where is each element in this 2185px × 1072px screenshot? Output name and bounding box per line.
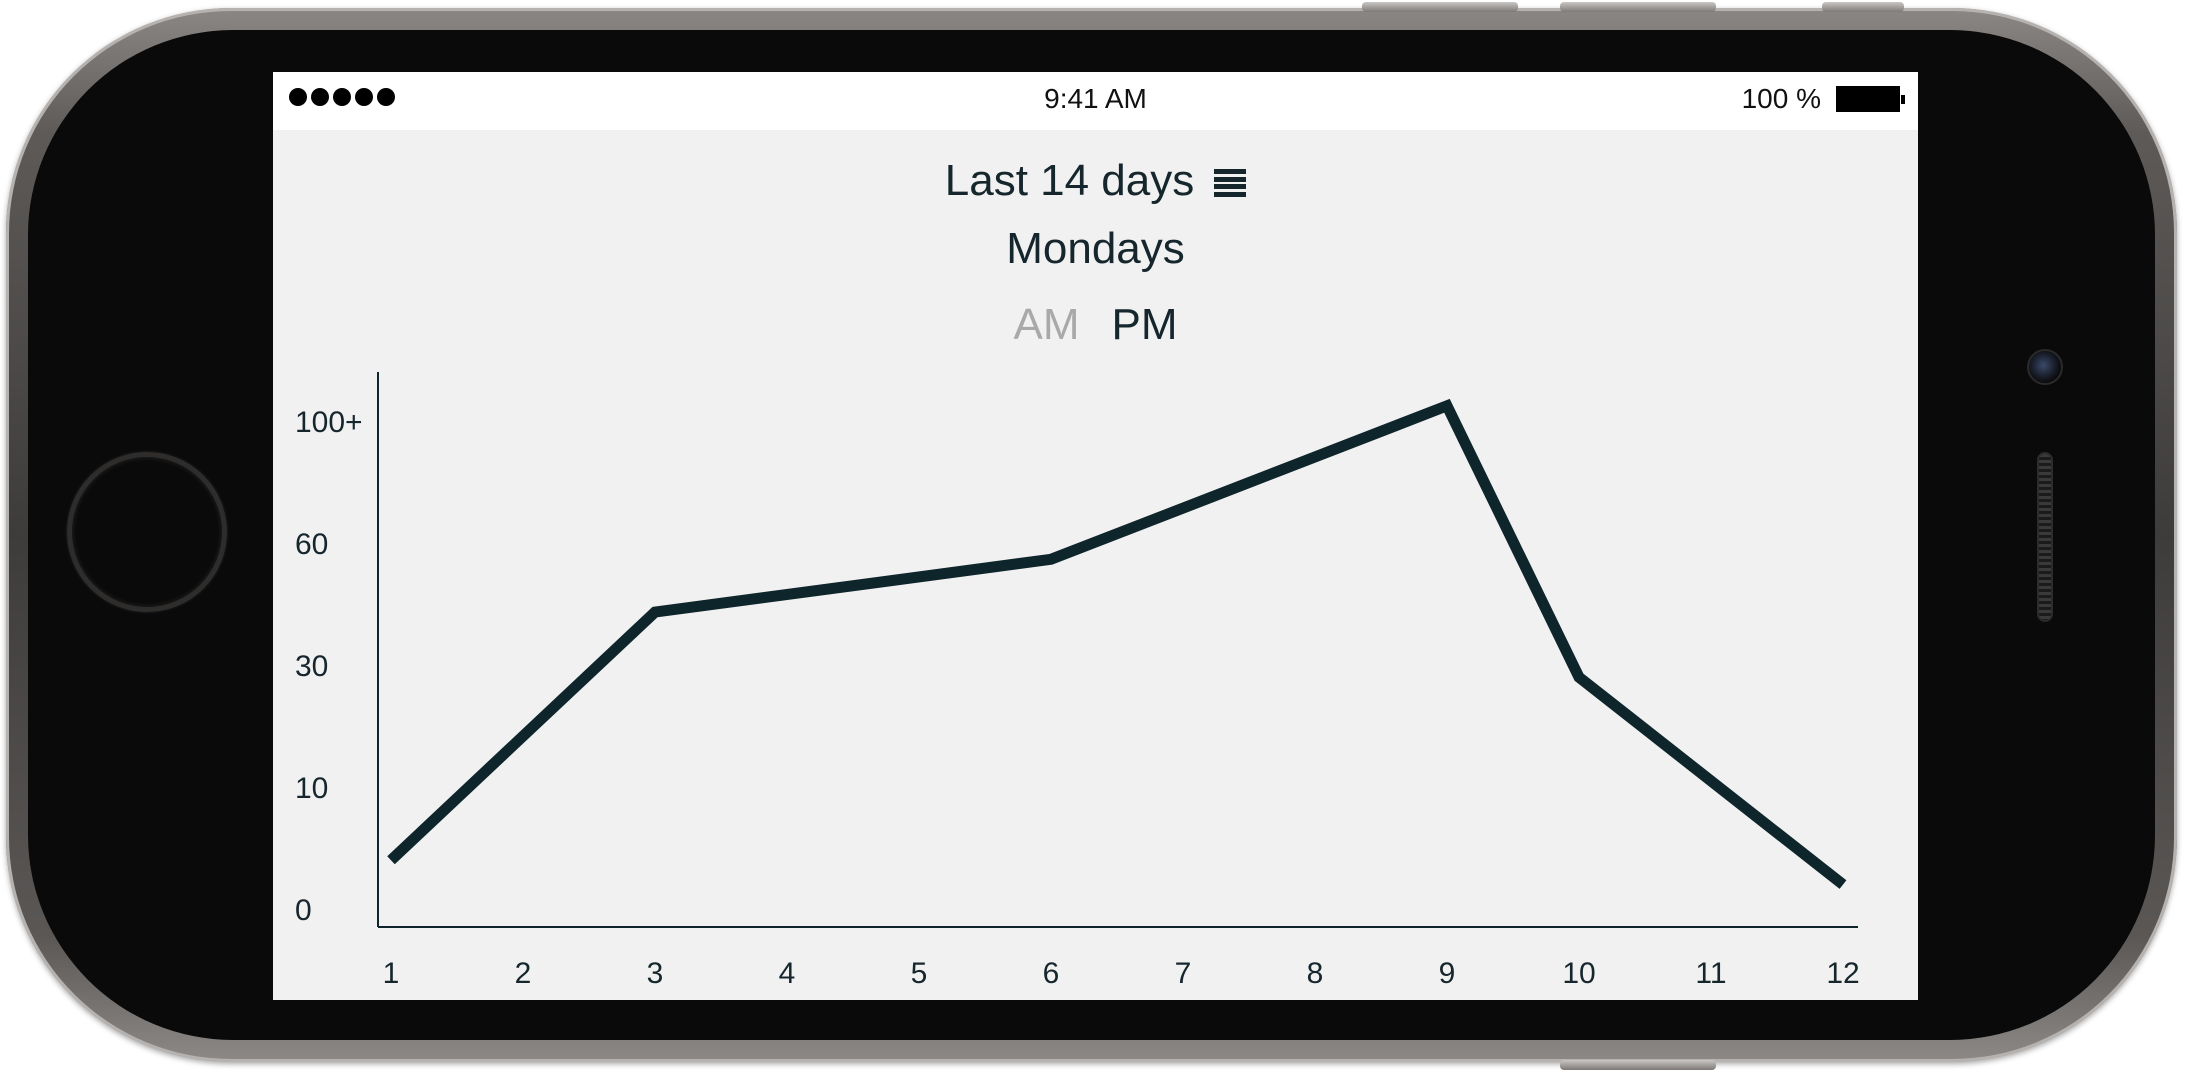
x-tick-label: 10: [1562, 957, 1595, 990]
x-tick-label: 1: [383, 957, 400, 990]
volume-button-top-left: [1362, 2, 1518, 12]
signal-dot: [355, 88, 373, 106]
y-tick-label: 30: [295, 650, 328, 683]
x-tick-label: 12: [1826, 957, 1859, 990]
signal-dot: [333, 88, 351, 106]
x-tick-label: 4: [779, 957, 796, 990]
status-time: 9:41 AM: [1044, 83, 1147, 114]
x-tick-label: 8: [1307, 957, 1324, 990]
earpiece-speaker: [2037, 452, 2053, 622]
front-camera: [2027, 349, 2063, 385]
app-screen: 9:41 AM 100 % Last 14 days Mondays AM PM…: [273, 72, 1918, 1000]
mute-switch: [1822, 2, 1904, 12]
am-toggle-option[interactable]: AM: [1013, 300, 1080, 349]
x-tick-label: 7: [1175, 957, 1192, 990]
power-button-bottom: [1560, 1060, 1716, 1070]
y-tick-label: 100+: [295, 406, 363, 439]
y-tick-label: 10: [295, 772, 328, 805]
header-row: Last 14 days: [273, 156, 1918, 206]
status-bar: 9:41 AM 100 %: [273, 72, 1918, 130]
y-tick-label: 60: [295, 528, 328, 561]
x-tick-label: 11: [1695, 957, 1726, 990]
home-button[interactable]: [67, 452, 227, 612]
day-filter-label: Mondays: [1006, 224, 1185, 273]
signal-dot: [377, 88, 395, 106]
x-tick-label: 2: [515, 957, 532, 990]
battery-icon: [1836, 86, 1905, 112]
hamburger-menu-icon[interactable]: [1214, 169, 1247, 197]
pm-toggle-option[interactable]: PM: [1111, 300, 1178, 349]
signal-strength-icon: [289, 88, 395, 106]
series-line: [387, 398, 1847, 889]
y-tick-label: 0: [295, 894, 312, 927]
x-tick-label: 9: [1439, 957, 1456, 990]
x-tick-label: 3: [647, 957, 664, 990]
volume-button-top-right: [1560, 2, 1716, 12]
battery-percentage: 100 %: [1741, 83, 1821, 114]
x-tick-label: 6: [1043, 957, 1060, 990]
signal-dot: [311, 88, 329, 106]
am-pm-toggle: AM PM: [273, 300, 1918, 350]
signal-dot: [289, 88, 307, 106]
date-range-label: Last 14 days: [944, 156, 1195, 205]
x-tick-label: 5: [911, 957, 928, 990]
